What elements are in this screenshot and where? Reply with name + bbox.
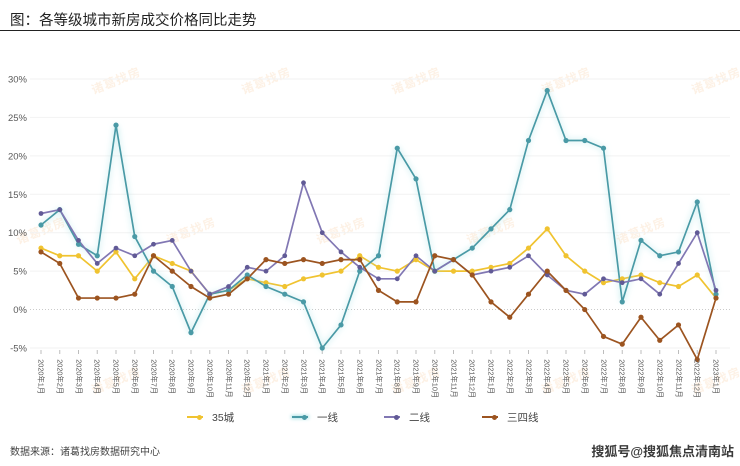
svg-text:5%: 5%: [13, 267, 27, 278]
svg-text:0%: 0%: [13, 305, 27, 316]
svg-text:30%: 30%: [8, 75, 28, 86]
svg-text:25%: 25%: [8, 113, 28, 124]
svg-text:-5%: -5%: [10, 344, 27, 355]
svg-text:15%: 15%: [8, 190, 28, 201]
svg-text:20%: 20%: [8, 151, 28, 162]
svg-text:10%: 10%: [8, 228, 28, 239]
